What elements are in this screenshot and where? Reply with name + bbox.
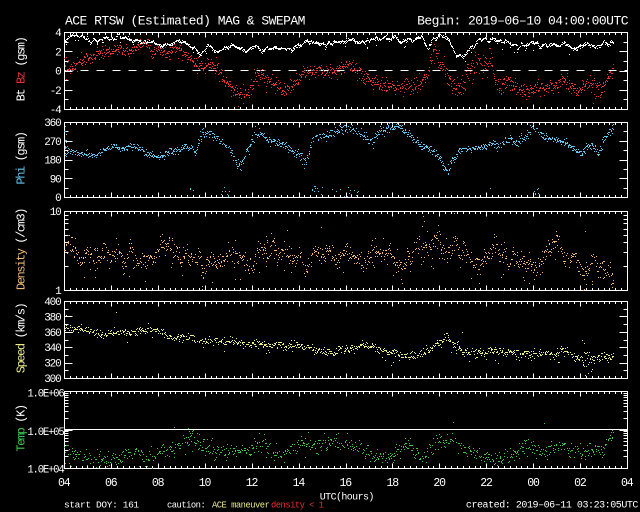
svg-text:22: 22 <box>480 477 493 490</box>
svg-text:ACE maneuver: ACE maneuver <box>212 501 270 511</box>
svg-text:270: 270 <box>44 137 61 149</box>
svg-text:14: 14 <box>293 477 306 490</box>
svg-text:1.0E+04: 1.0E+04 <box>27 465 64 477</box>
svg-text:-2: -2 <box>50 86 61 98</box>
svg-text:UTC(hours): UTC(hours) <box>320 492 374 504</box>
svg-text:density < 1: density < 1 <box>271 501 324 511</box>
svg-text:16: 16 <box>340 477 353 490</box>
svg-text:10: 10 <box>199 477 212 490</box>
svg-text:320: 320 <box>44 359 61 371</box>
svg-text:18: 18 <box>386 477 399 490</box>
svg-text:start DOY: 161: start DOY: 161 <box>64 500 139 511</box>
svg-text:Phi (gsm): Phi (gsm) <box>14 132 28 184</box>
svg-text:12: 12 <box>246 477 259 490</box>
svg-text:Temp (K): Temp (K) <box>14 405 28 452</box>
svg-text:2: 2 <box>55 47 61 59</box>
svg-text:Speed (km/s): Speed (km/s) <box>14 303 28 373</box>
svg-text:360: 360 <box>44 328 61 340</box>
svg-text:300: 300 <box>44 374 61 386</box>
svg-text:360: 360 <box>44 118 61 130</box>
svg-text:caution:: caution: <box>167 501 205 511</box>
svg-text:1.0E+06: 1.0E+06 <box>27 389 64 401</box>
svg-text:1.0E+05: 1.0E+05 <box>27 427 64 439</box>
svg-text:06: 06 <box>105 477 118 490</box>
svg-text:180: 180 <box>44 156 61 168</box>
svg-text:created: 2019–06–11 03:23:05UT: created: 2019–06–11 03:23:05UTC <box>466 500 639 512</box>
svg-text:1: 1 <box>55 286 62 298</box>
svg-text:04: 04 <box>58 477 71 490</box>
svg-text:340: 340 <box>44 343 61 355</box>
svg-text:0: 0 <box>55 67 61 79</box>
svg-text:04: 04 <box>621 477 634 490</box>
svg-text:Density (/cm3): Density (/cm3) <box>14 209 28 290</box>
svg-text:0: 0 <box>55 193 61 205</box>
svg-text:-4: -4 <box>50 105 62 117</box>
svg-text:4: 4 <box>55 28 62 40</box>
svg-text:02: 02 <box>574 477 587 490</box>
svg-text:380: 380 <box>44 312 61 324</box>
svg-text:90: 90 <box>50 174 61 186</box>
svg-text:Begin: 2019–06–10 04:00:00UTC: Begin: 2019–06–10 04:00:00UTC <box>417 14 629 29</box>
svg-text:10: 10 <box>50 207 61 219</box>
svg-text:Bt Bz (gsm): Bt Bz (gsm) <box>14 37 28 101</box>
svg-text:400: 400 <box>44 297 61 309</box>
svg-text:20: 20 <box>433 477 446 490</box>
svg-text:08: 08 <box>152 477 165 490</box>
svg-text:00: 00 <box>527 477 540 490</box>
svg-text:ACE RTSW (Estimated) MAG & SWE: ACE RTSW (Estimated) MAG & SWEPAM <box>65 14 305 29</box>
